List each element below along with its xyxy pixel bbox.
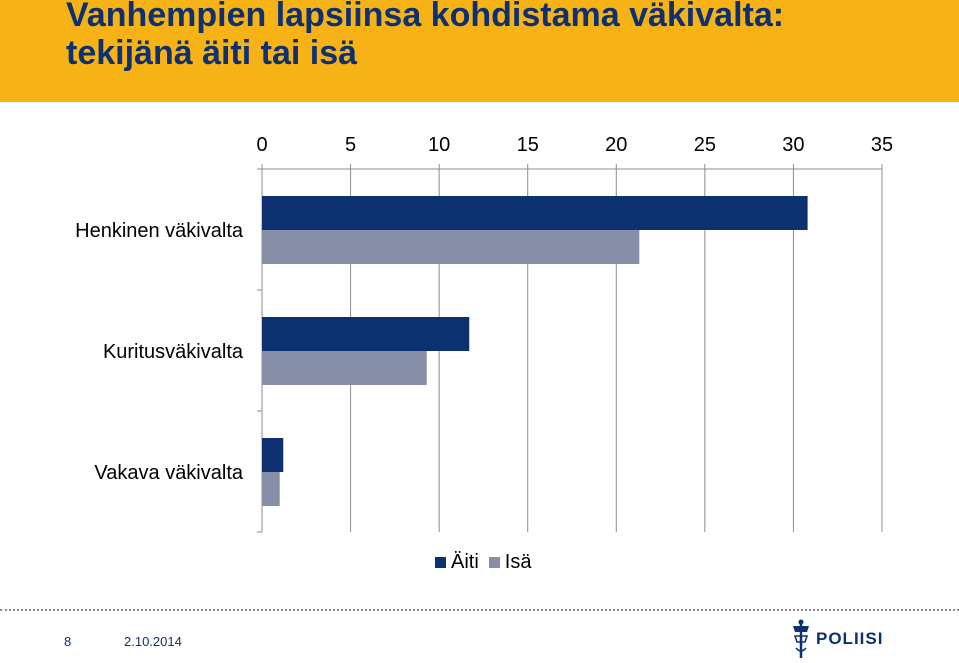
legend-label-isa: Isä <box>504 550 532 573</box>
x-tick-label-20: 20 <box>605 134 627 156</box>
slide-date: 2.10.2014 <box>124 634 182 649</box>
bar-chart: 0 5 10 15 20 25 30 35 Henkinen väkivalta Kuritusv… <box>75 134 893 533</box>
x-tick-label-10: 10 <box>428 134 450 156</box>
x-tick-label-35: 35 <box>871 134 893 156</box>
bar-aiti-1 <box>262 317 470 351</box>
category-label-2: Vakava väkivalta <box>94 462 243 484</box>
bar-aiti-0 <box>262 196 808 230</box>
poliisi-logo: POLIISI <box>790 618 883 660</box>
x-tick-label-25: 25 <box>694 134 716 156</box>
bar-aiti-2 <box>262 438 284 472</box>
legend-item-isa: Isä <box>488 550 532 574</box>
title-line-2: tekijänä äiti tai isä <box>66 34 358 72</box>
title-banner: Vanhempien lapsiinsa kohdistama väkivalt… <box>0 0 959 102</box>
legend-swatch-isa <box>488 556 500 568</box>
police-emblem-icon <box>793 619 809 658</box>
x-tick-label-0: 0 <box>256 134 267 156</box>
legend-label-aiti: Äiti <box>451 550 479 573</box>
bar-isa-2 <box>262 472 280 506</box>
page-title: Vanhempien lapsiinsa kohdistama väkivalt… <box>66 0 784 72</box>
bar-isa-0 <box>262 230 640 264</box>
bar-isa-1 <box>262 351 427 385</box>
chart-legend: Äiti Isä <box>435 550 541 574</box>
x-tick-label-15: 15 <box>517 134 539 156</box>
legend-swatch-aiti <box>435 556 446 568</box>
footer-divider <box>0 609 959 611</box>
category-label-1: Kuritusväkivalta <box>103 341 244 363</box>
legend-item-aiti: Äiti <box>435 551 479 574</box>
page-number: 8 <box>64 634 72 649</box>
x-tick-label-30: 30 <box>782 134 804 156</box>
category-label-0: Henkinen väkivalta <box>75 220 244 242</box>
x-tick-label-5: 5 <box>345 134 356 156</box>
title-line-1: Vanhempien lapsiinsa kohdistama väkivalt… <box>66 0 785 34</box>
logo-text: POLIISI <box>816 629 884 648</box>
